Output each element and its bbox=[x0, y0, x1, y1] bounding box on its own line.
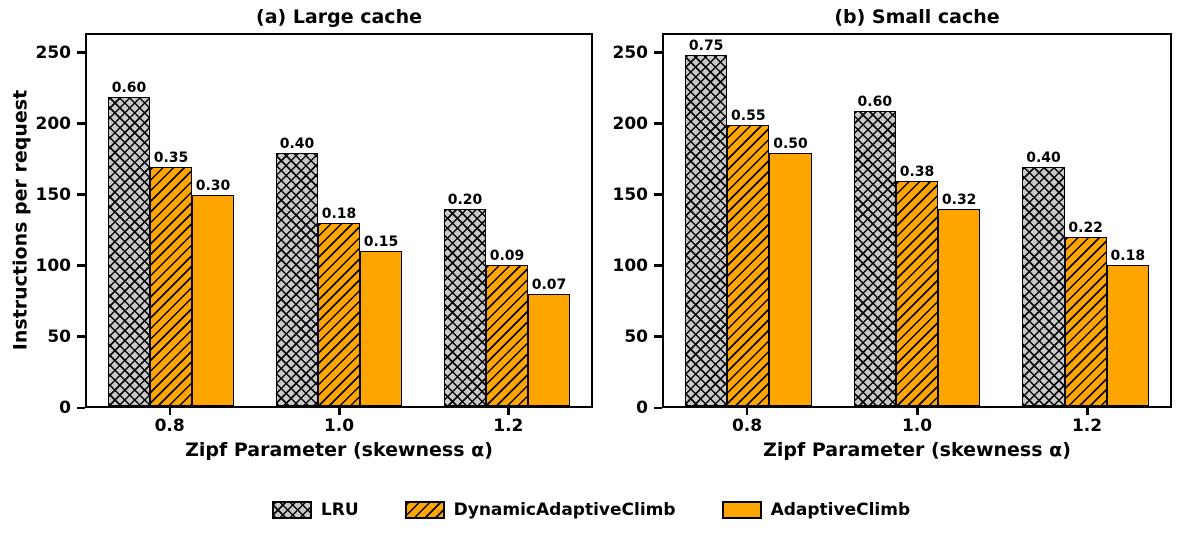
bar-value-label: 0.60 bbox=[111, 79, 147, 96]
plot-area-small-cache: 0.75 0.55 0.50 0.60 0.38 0.32 0.40 0.22 0.18 bbox=[662, 33, 1172, 408]
y-tick-label: 100 bbox=[35, 255, 72, 276]
y-tick-mark bbox=[77, 122, 85, 125]
bar-value-label: 0.32 bbox=[941, 192, 977, 209]
bar-dynamicadaptiveclimb bbox=[318, 223, 360, 406]
bar-adaptiveclimb bbox=[528, 293, 570, 406]
y-tick-label: 250 bbox=[612, 42, 649, 63]
bar-value-label: 0.38 bbox=[899, 164, 935, 181]
bar-value-label: 0.55 bbox=[731, 107, 766, 124]
y-tick-mark bbox=[654, 264, 662, 267]
bar-value-label: 0.60 bbox=[857, 93, 893, 110]
bar-adaptiveclimb bbox=[769, 153, 812, 406]
y-tick-mark bbox=[77, 264, 85, 267]
legend-label-dynamicadaptiveclimb: DynamicAdaptiveClimb bbox=[453, 500, 676, 520]
bar-dynamicadaptiveclimb bbox=[895, 181, 939, 406]
bar-value-label: 0.50 bbox=[773, 136, 808, 153]
bar-value-label: 0.15 bbox=[363, 234, 399, 251]
y-tick-label: 0 bbox=[636, 398, 648, 418]
y-tick-mark bbox=[654, 335, 662, 338]
y-tick-label: 150 bbox=[612, 184, 649, 205]
legend-swatch-adaptiveclimb bbox=[721, 501, 762, 519]
y-tick-label: 200 bbox=[612, 113, 649, 134]
y-tick-label: 200 bbox=[35, 113, 72, 134]
bar-value-label: 0.07 bbox=[531, 276, 567, 293]
x-axis-label-small-cache: Zipf Parameter (skewness α) bbox=[763, 439, 1071, 461]
legend: LRU DynamicAdaptiveClimb AdaptiveClimb bbox=[0, 496, 1182, 524]
x-tick-label: 1.0 bbox=[901, 416, 933, 436]
bar-lru bbox=[108, 96, 150, 406]
x-tick-label: 0.8 bbox=[731, 416, 763, 436]
y-tick-label: 150 bbox=[35, 184, 72, 205]
bar-adaptiveclimb bbox=[938, 209, 981, 406]
bar-value-label: 0.40 bbox=[279, 136, 315, 153]
legend-entry-lru: LRU bbox=[271, 500, 359, 520]
y-tick-label: 100 bbox=[612, 255, 649, 276]
bar-lru bbox=[276, 153, 318, 406]
legend-label-adaptiveclimb: AdaptiveClimb bbox=[770, 500, 911, 520]
bar-lru bbox=[1022, 167, 1065, 406]
y-tick-mark bbox=[654, 51, 662, 54]
y-tick-label: 0 bbox=[59, 398, 71, 418]
x-tick-label: 1.2 bbox=[1071, 416, 1103, 436]
y-tick-mark bbox=[654, 406, 662, 409]
bar-dynamicadaptiveclimb bbox=[1064, 237, 1107, 406]
y-tick-label: 50 bbox=[47, 326, 71, 347]
y-tick-mark bbox=[654, 193, 662, 196]
bar-value-label: 0.20 bbox=[447, 192, 483, 209]
x-tick-label: 1.2 bbox=[493, 416, 524, 436]
legend-swatch-dynamicadaptiveclimb bbox=[404, 501, 445, 519]
legend-entry-dynamicadaptiveclimb: DynamicAdaptiveClimb bbox=[404, 500, 676, 520]
bar-lru bbox=[444, 209, 486, 406]
bar-value-label: 0.18 bbox=[1110, 248, 1146, 265]
x-tick-mark bbox=[338, 408, 341, 415]
x-tick-mark bbox=[1086, 408, 1089, 415]
bar-value-label: 0.22 bbox=[1068, 220, 1103, 237]
bar-value-label: 0.09 bbox=[489, 248, 525, 265]
x-tick-label: 0.8 bbox=[154, 416, 185, 436]
y-tick-mark bbox=[77, 193, 85, 196]
y-tick-label: 250 bbox=[35, 42, 72, 63]
x-tick-mark bbox=[168, 408, 172, 415]
bar-dynamicadaptiveclimb bbox=[727, 124, 770, 406]
y-axis-large-cache: 0 50 100 150 200 250 bbox=[0, 33, 85, 418]
chart-title-large-cache: (a) Large cache bbox=[256, 6, 422, 28]
x-tick-label: 1.0 bbox=[323, 416, 355, 436]
y-tick-label: 50 bbox=[624, 326, 648, 347]
y-tick-mark bbox=[654, 122, 662, 125]
bar-adaptiveclimb bbox=[192, 195, 234, 406]
y-tick-mark bbox=[77, 335, 85, 338]
x-tick-mark bbox=[507, 408, 510, 415]
x-axis-label-large-cache: Zipf Parameter (skewness α) bbox=[185, 439, 493, 461]
bar-value-label: 0.35 bbox=[153, 150, 189, 167]
bar-lru bbox=[685, 54, 728, 406]
y-tick-mark bbox=[77, 51, 85, 54]
legend-label-lru: LRU bbox=[320, 500, 359, 520]
legend-swatch-lru bbox=[271, 501, 312, 519]
x-tick-mark bbox=[745, 408, 749, 415]
bar-value-label: 0.40 bbox=[1026, 150, 1061, 167]
legend-entry-adaptiveclimb: AdaptiveClimb bbox=[721, 500, 911, 520]
bar-adaptiveclimb bbox=[1106, 265, 1149, 406]
bar-lru bbox=[853, 110, 896, 406]
x-axis-large-cache: 0.8 1.0 1.2 bbox=[85, 408, 593, 442]
bar-adaptiveclimb bbox=[360, 251, 402, 406]
bar-dynamicadaptiveclimb bbox=[486, 265, 528, 406]
bar-value-label: 0.30 bbox=[195, 178, 231, 195]
bar-dynamicadaptiveclimb bbox=[150, 167, 192, 406]
y-axis-small-cache: 0 50 100 150 200 250 bbox=[593, 33, 662, 418]
plot-area-large-cache: 0.60 0.35 0.30 0.40 0.18 0.15 0.20 0.09 0.07 bbox=[85, 33, 593, 408]
bar-value-label: 0.75 bbox=[688, 37, 724, 54]
bar-value-label: 0.18 bbox=[321, 206, 357, 223]
x-axis-small-cache: 0.8 1.0 1.2 bbox=[662, 408, 1172, 442]
y-tick-mark bbox=[77, 406, 85, 409]
chart-title-small-cache: (b) Small cache bbox=[834, 6, 1000, 28]
x-tick-mark bbox=[916, 408, 919, 415]
